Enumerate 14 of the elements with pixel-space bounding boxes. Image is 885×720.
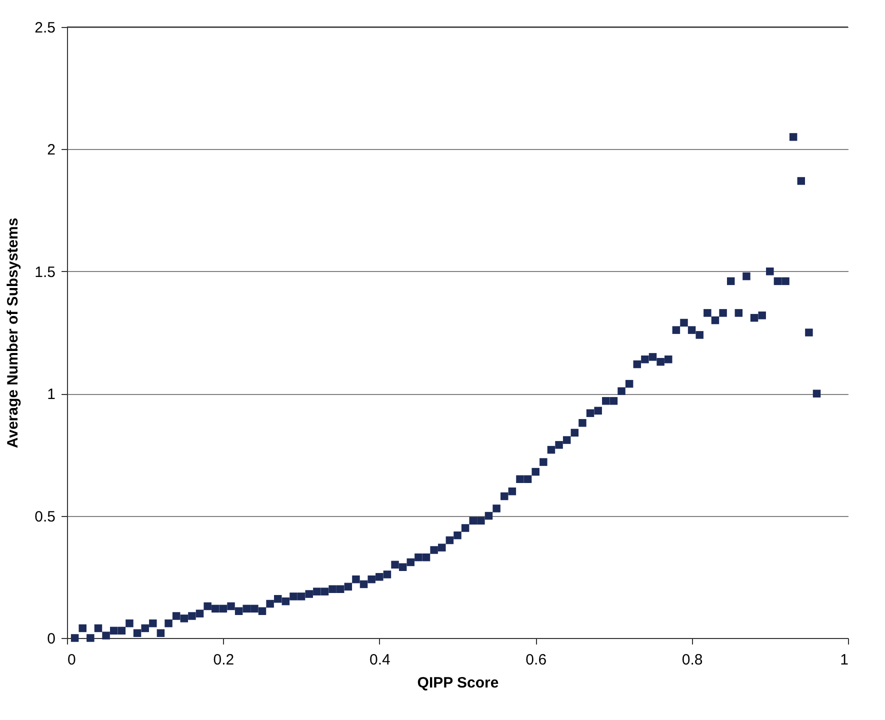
x-tick-label: 0: [68, 652, 76, 668]
y-tick-label: 0.5: [34, 508, 56, 526]
y-tick-label: 2.5: [34, 20, 56, 36]
y-tick-label: 1.5: [34, 264, 56, 281]
x-tick-label: 0.6: [526, 652, 547, 668]
y-tick-label: 0: [47, 630, 56, 648]
y-tick-label: 2: [47, 142, 56, 159]
y-tick-label: 1: [47, 386, 56, 404]
x-axis-title: QIPP Score: [417, 674, 499, 692]
x-tick-label: 0.2: [213, 652, 234, 668]
x-tick-label: 0.4: [369, 652, 390, 668]
x-tick-label: 1: [840, 652, 848, 668]
x-tick-label: 0.8: [682, 652, 703, 668]
y-axis-title: Average Number of Subsystems: [4, 218, 22, 448]
